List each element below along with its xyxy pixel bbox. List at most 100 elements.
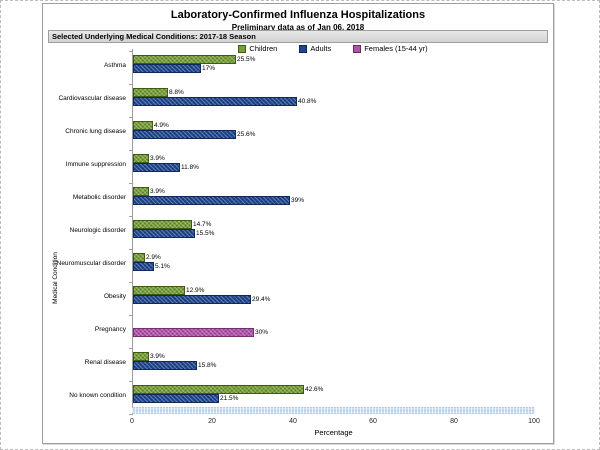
category-row: Neurologic disorder 14.7% 15.5% <box>43 216 553 249</box>
bar-adults[interactable] <box>133 361 197 370</box>
category-row: Pregnancy 30% <box>43 315 553 348</box>
bar-value-label: 30% <box>255 329 269 336</box>
category-label: Neurologic disorder <box>69 227 126 234</box>
category-row: Metabolic disorder 3.9% 39% <box>43 183 553 216</box>
legend-label: Females (15-44 yr) <box>364 44 428 53</box>
bar-value-label: 15.8% <box>198 362 217 369</box>
chart-panel: Laboratory-Confirmed Influenza Hospitali… <box>42 3 554 444</box>
bar-adults[interactable] <box>133 394 219 403</box>
bar-adults[interactable] <box>133 295 251 304</box>
bar-value-label: 15.5% <box>196 230 215 237</box>
bar-value-label: 2.9% <box>146 254 161 261</box>
y-axis-tick <box>129 51 132 52</box>
bar-value-label: 25.6% <box>237 131 256 138</box>
category-label: Metabolic disorder <box>72 194 126 201</box>
category-label: Cardiovascular disease <box>58 95 126 102</box>
legend-label: Children <box>249 44 278 53</box>
legend-item-children[interactable]: Children <box>238 44 277 53</box>
x-tick-label: 60 <box>369 418 377 425</box>
bar-adults[interactable] <box>133 196 290 205</box>
x-tick-label: 0 <box>130 418 134 425</box>
category-row: Neuromuscular disorder 2.9% 5.1% <box>43 249 553 282</box>
category-label: Asthma <box>103 62 126 69</box>
bar-adults[interactable] <box>133 229 195 238</box>
bar-value-label: 12.9% <box>186 287 205 294</box>
bar-adults[interactable] <box>133 97 297 106</box>
bar-value-label: 3.9% <box>150 353 165 360</box>
bar-children[interactable] <box>133 385 304 394</box>
category-row: Asthma 25.5% 17% <box>43 51 553 84</box>
legend-item-adults[interactable]: Adults <box>299 44 331 53</box>
bar-value-label: 29.4% <box>252 296 271 303</box>
bar-children[interactable] <box>133 220 192 229</box>
category-label: Neuromuscular disorder <box>56 260 126 267</box>
bar-children[interactable] <box>133 88 168 97</box>
x-tick-label: 100 <box>528 418 540 425</box>
category-row: Renal disease 3.9% 15.8% <box>43 348 553 381</box>
x-tick-label: 20 <box>208 418 216 425</box>
y-axis-tick <box>129 84 132 85</box>
category-label: Obesity <box>103 293 126 300</box>
bar-value-label: 4.9% <box>154 122 169 129</box>
category-label: No known condition <box>69 392 126 399</box>
children-legend-swatch-icon <box>238 44 247 53</box>
legend-item-females[interactable]: Females (15-44 yr) <box>353 44 428 53</box>
category-row: Obesity 12.9% 29.4% <box>43 282 553 315</box>
category-row: Cardiovascular disease 8.8% 40.8% <box>43 84 553 117</box>
bar-females[interactable] <box>133 328 254 337</box>
bar-adults[interactable] <box>133 163 180 172</box>
bar-children[interactable] <box>133 55 236 64</box>
bar-children[interactable] <box>133 352 149 361</box>
bar-children[interactable] <box>133 253 145 262</box>
y-axis-tick <box>129 150 132 151</box>
y-axis-tick <box>129 282 132 283</box>
plot-area: Medical Condition Asthma 25.5% 17% Cardiova… <box>43 49 553 415</box>
y-axis-tick <box>129 381 132 382</box>
bar-adults[interactable] <box>133 130 236 139</box>
bar-value-label: 42.6% <box>305 386 324 393</box>
y-axis-tick <box>129 117 132 118</box>
legend: Children Adults Females (15-44 yr) <box>132 44 534 53</box>
bar-value-label: 17% <box>202 65 216 72</box>
category-label: Pregnancy <box>94 326 126 333</box>
bar-children[interactable] <box>133 286 185 295</box>
x-axis-label: Percentage <box>314 428 353 437</box>
bar-value-label: 8.8% <box>169 89 184 96</box>
bar-value-label: 3.9% <box>150 188 165 195</box>
range-slider[interactable] <box>132 407 535 414</box>
bar-adults[interactable] <box>133 262 154 271</box>
bar-value-label: 39% <box>291 197 305 204</box>
bar-children[interactable] <box>133 154 149 163</box>
y-axis-tick <box>129 348 132 349</box>
section-header: Selected Underlying Medical Conditions: … <box>48 30 548 43</box>
x-tick-label: 40 <box>289 418 297 425</box>
y-axis-tick <box>129 315 132 316</box>
y-axis-tick <box>129 183 132 184</box>
females-legend-swatch-icon <box>353 44 362 53</box>
category-row: No known condition 42.6% 21.5% <box>43 381 553 414</box>
category-label: Immune suppression <box>65 161 126 168</box>
category-row: Chronic lung disease 4.9% 25.6% <box>43 117 553 150</box>
chart-title: Laboratory-Confirmed Influenza Hospitali… <box>170 9 426 21</box>
y-axis-tick <box>129 414 132 415</box>
bar-value-label: 14.7% <box>193 221 212 228</box>
bar-value-label: 40.8% <box>298 98 317 105</box>
bar-adults[interactable] <box>133 64 201 73</box>
bar-children[interactable] <box>133 187 149 196</box>
legend-label: Adults <box>310 44 332 53</box>
category-label: Renal disease <box>84 359 126 366</box>
bar-value-label: 3.9% <box>150 155 165 162</box>
category-label: Chronic lung disease <box>65 128 126 135</box>
bar-value-label: 5.1% <box>155 263 170 270</box>
x-axis: 0 20 40 60 80 100 <box>130 418 540 427</box>
y-axis-tick <box>129 249 132 250</box>
y-axis-line <box>132 49 133 415</box>
adults-legend-swatch-icon <box>299 44 308 53</box>
y-axis-tick <box>129 216 132 217</box>
bar-children[interactable] <box>133 121 153 130</box>
bar-value-label: 25.5% <box>237 56 256 63</box>
category-row: Immune suppression 3.9% 11.8% <box>43 150 553 183</box>
bar-value-label: 21.5% <box>220 395 239 402</box>
chart-subtitle: Preliminary data as of Jan 06, 2018 <box>231 23 365 32</box>
x-tick-label: 80 <box>450 418 458 425</box>
